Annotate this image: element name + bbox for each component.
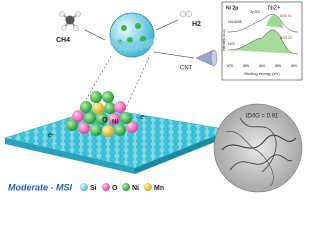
legend-label: Si [90, 185, 97, 192]
xps-peak: 855.91 [280, 13, 293, 18]
xps-inset [221, 1, 303, 81]
caption: Moderate - MSI [8, 182, 73, 192]
xps-orbital: 2p3/2 [250, 9, 261, 14]
support-slab [3, 107, 232, 174]
cnt-label: CNT [180, 66, 193, 72]
arrow [84, 29, 106, 41]
xps-x-tick: 855 [275, 64, 281, 68]
xps-peak-label: Ni2+ [268, 6, 281, 12]
cnt-icon [195, 49, 218, 67]
legend-swatch [122, 183, 130, 191]
arrow [155, 19, 179, 31]
legend-swatch [102, 183, 110, 191]
nickel-label: Ni [112, 120, 118, 126]
electron-right: e- [140, 114, 147, 121]
nanoparticle-pile [66, 91, 138, 137]
legend-label: Ni [132, 185, 139, 192]
oxygen-label: O [102, 117, 108, 124]
legend-label: Mn [154, 185, 164, 192]
xps-x-tick: 870 [227, 64, 233, 68]
xps-peak: 855.22 [280, 35, 293, 40]
tem-image [213, 103, 303, 193]
tem-label: ID/IG = 0.91 [246, 114, 279, 120]
graphical-abstract: O Ni e- e- CH4 H2 CNT [3, 1, 303, 193]
catalyst-sphere [109, 12, 155, 58]
projection-lines [79, 54, 151, 111]
legend-swatch [144, 183, 152, 191]
xps-sample: Ni10MS [228, 19, 243, 24]
xps-sample: N/S [228, 41, 235, 46]
hydrogen-molecule [179, 10, 193, 18]
legend-swatch [80, 183, 88, 191]
legend-label: O [112, 185, 118, 192]
reactant-label: CH4 [56, 37, 70, 44]
arrow [153, 51, 195, 59]
xps-x-tick: 865 [243, 64, 249, 68]
product-label: H2 [192, 21, 201, 28]
xps-y-label: Intensity (a.u.) [222, 29, 226, 51]
xps-x-tick: 860 [259, 64, 265, 68]
xps-title: Ni 2p [226, 5, 238, 11]
xps-x-label: Binding energy (eV) [244, 71, 280, 76]
xps-x-tick: 850 [291, 64, 297, 68]
methane-molecule [59, 11, 81, 31]
electron-left: e- [48, 132, 55, 139]
legend: Si O Ni Mn [80, 183, 164, 192]
